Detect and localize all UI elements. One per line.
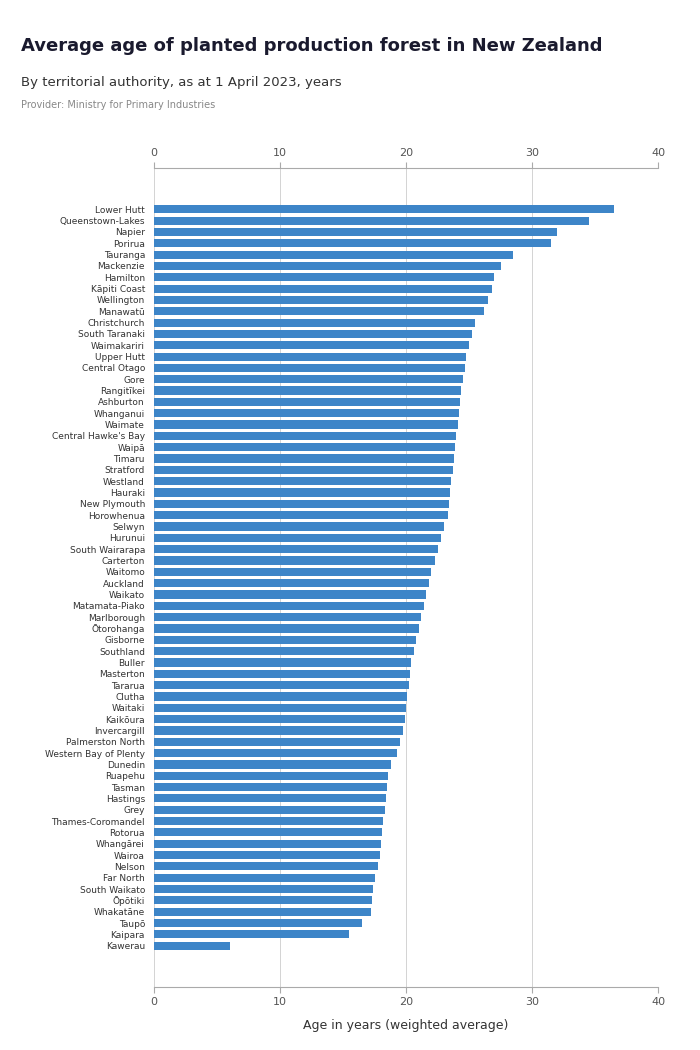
Bar	[154, 942, 230, 950]
Bar	[154, 670, 410, 678]
Bar	[154, 477, 452, 485]
Bar	[154, 647, 414, 655]
Bar	[154, 772, 389, 780]
Bar	[154, 930, 349, 939]
Bar	[154, 285, 491, 293]
Bar	[154, 828, 382, 837]
Bar	[154, 205, 614, 213]
Bar	[154, 715, 405, 723]
Bar	[154, 466, 453, 474]
Bar	[154, 364, 466, 372]
Bar	[154, 455, 454, 463]
Bar	[154, 410, 459, 417]
Bar	[154, 523, 444, 530]
Bar	[154, 308, 484, 315]
Bar	[154, 885, 373, 894]
Bar	[154, 500, 449, 508]
Bar	[154, 318, 475, 327]
Bar	[154, 533, 441, 542]
Bar	[154, 296, 488, 304]
Bar	[154, 874, 374, 882]
Bar	[154, 443, 455, 452]
Text: figure.nz: figure.nz	[581, 18, 651, 33]
Bar	[154, 432, 456, 440]
Bar	[154, 919, 362, 927]
Bar	[154, 398, 460, 406]
Bar	[154, 681, 409, 689]
Bar	[154, 330, 472, 338]
Text: By territorial authority, as at 1 April 2023, years: By territorial authority, as at 1 April …	[21, 76, 342, 88]
Bar	[154, 692, 407, 700]
Text: Average age of planted production forest in New Zealand: Average age of planted production forest…	[21, 37, 603, 55]
Bar	[154, 907, 371, 916]
Bar	[154, 850, 379, 859]
Text: Provider: Ministry for Primary Industries: Provider: Ministry for Primary Industrie…	[21, 100, 216, 110]
Bar	[154, 783, 387, 791]
Bar	[154, 420, 458, 428]
Bar	[154, 580, 428, 587]
Bar	[154, 862, 378, 870]
Bar	[154, 704, 406, 712]
Bar	[154, 625, 419, 632]
Bar	[154, 817, 384, 825]
Bar	[154, 738, 400, 746]
Bar	[154, 613, 421, 622]
Bar	[154, 635, 416, 644]
Bar	[154, 273, 494, 281]
Bar	[154, 760, 391, 769]
Bar	[154, 239, 551, 248]
Bar	[154, 568, 431, 575]
Bar	[154, 805, 384, 814]
Bar	[154, 511, 447, 520]
Bar	[154, 795, 386, 802]
Bar	[154, 897, 372, 904]
Bar	[154, 375, 463, 383]
Bar	[154, 840, 381, 847]
Bar	[154, 545, 438, 553]
Bar	[154, 386, 461, 395]
X-axis label: Age in years (weighted average): Age in years (weighted average)	[303, 1018, 509, 1031]
Bar	[154, 341, 469, 350]
Bar	[154, 228, 557, 236]
Bar	[154, 602, 424, 610]
Bar	[154, 658, 411, 667]
Bar	[154, 727, 403, 735]
Bar	[154, 216, 589, 225]
Bar	[154, 590, 426, 598]
Bar	[154, 488, 450, 497]
Bar	[154, 251, 513, 258]
Bar	[154, 749, 397, 757]
Bar	[154, 261, 500, 270]
Bar	[154, 353, 466, 360]
Bar	[154, 556, 435, 565]
